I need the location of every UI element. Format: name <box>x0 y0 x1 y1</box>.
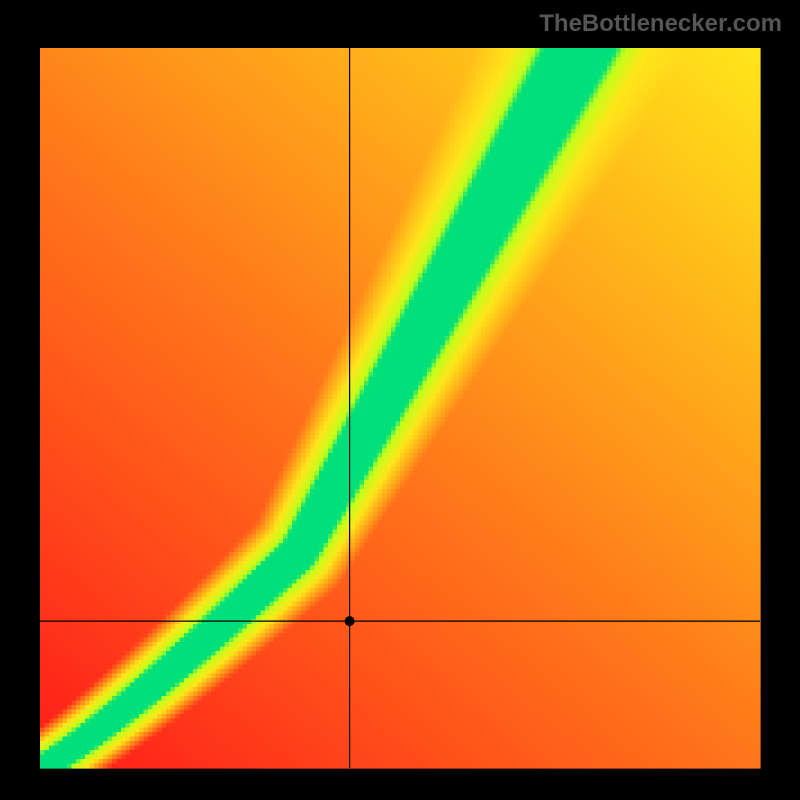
crosshair-dot <box>345 616 355 626</box>
heatmap-cells <box>40 48 761 769</box>
bottleneck-heatmap <box>0 0 800 800</box>
watermark-label: TheBottlenecker.com <box>539 10 782 38</box>
